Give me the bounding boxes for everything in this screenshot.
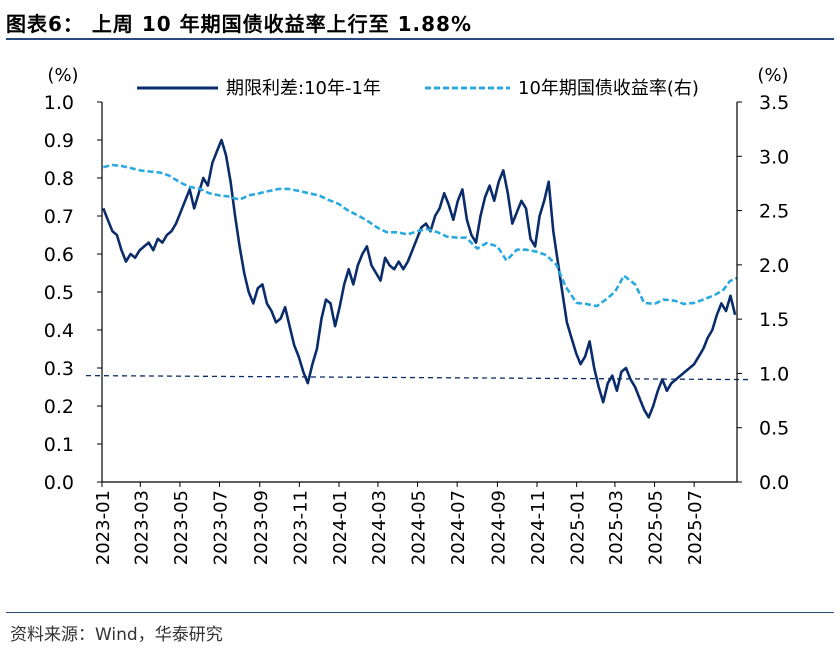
- x-tick-label: 2025-05: [646, 490, 667, 565]
- title-divider: [6, 38, 834, 40]
- right-tick-label: 2.0: [759, 255, 789, 277]
- axes-layer: 0.0 0.1 0.2 0.3 0.4 0.5 0.6 0.7 0.8 0.9 1.0 0.0 0.5 1…: [44, 65, 789, 565]
- footer-divider: [6, 612, 834, 613]
- x-tick-label: 2023-03: [131, 490, 152, 565]
- x-tick-label: 2024-09: [488, 490, 509, 565]
- x-tick-label: 2024-07: [448, 490, 469, 565]
- left-tick-label: 0.6: [44, 244, 74, 266]
- right-tick-label: 1.5: [759, 309, 789, 331]
- x-tick-label: 2023-09: [251, 490, 272, 565]
- left-tick-label: 0.9: [44, 130, 74, 152]
- left-unit-label: (%): [47, 65, 78, 86]
- yield-series-line: [103, 163, 738, 308]
- right-tick-label: 2.5: [759, 201, 789, 223]
- reference-line: [85, 374, 753, 381]
- x-tick-label: 2023-05: [171, 490, 192, 565]
- x-tick-label: 2024-01: [330, 490, 351, 565]
- x-tick-label: 2024-05: [409, 490, 430, 565]
- figure-title: 图表6： 上周 10 年期国债收益率上行至 1.88%: [6, 12, 472, 36]
- legend-label-spread: 期限利差:10年-1年: [226, 78, 381, 99]
- reference-layer: [85, 374, 753, 381]
- series-layer: [102, 138, 738, 419]
- x-tick-label: 2024-11: [528, 490, 549, 565]
- right-tick-label: 0.0: [759, 472, 789, 494]
- x-tick-label: 2025-03: [606, 490, 627, 565]
- right-tick-label: 1.0: [759, 363, 789, 385]
- x-tick-label: 2025-01: [568, 490, 589, 565]
- right-tick-label: 3.5: [759, 92, 789, 114]
- legend-label-yield: 10年期国债收益率(右): [518, 78, 699, 99]
- x-tick-label: 2024-03: [369, 490, 390, 565]
- legend: 期限利差:10年-1年 10年期国债收益率(右): [137, 78, 699, 99]
- left-tick-label: 0.7: [44, 206, 74, 228]
- spread-series-line: [102, 138, 737, 419]
- left-tick-label: 0.0: [44, 472, 74, 494]
- x-tick-label: 2023-07: [211, 490, 232, 565]
- right-tick-label: 0.5: [759, 418, 789, 440]
- left-tick-label: 1.0: [44, 92, 74, 114]
- right-tick-label: 3.0: [759, 146, 789, 168]
- right-unit-label: (%): [757, 65, 788, 86]
- x-tick-label: 2025-07: [685, 490, 706, 565]
- left-tick-label: 0.2: [44, 396, 74, 418]
- left-tick-label: 0.8: [44, 168, 74, 190]
- left-tick-label: 0.4: [44, 320, 74, 342]
- left-tick-label: 0.3: [44, 358, 74, 380]
- left-tick-label: 0.5: [44, 282, 74, 304]
- x-tick-label: 2023-11: [290, 490, 311, 565]
- x-tick-label: 2023-01: [93, 490, 114, 565]
- yield-spread-chart: 0.0 0.1 0.2 0.3 0.4 0.5 0.6 0.7 0.8 0.9 1.0 0.0 0.5 1…: [44, 65, 789, 565]
- left-tick-label: 0.1: [44, 434, 74, 456]
- source-note: 资料来源：Wind，华泰研究: [10, 625, 223, 645]
